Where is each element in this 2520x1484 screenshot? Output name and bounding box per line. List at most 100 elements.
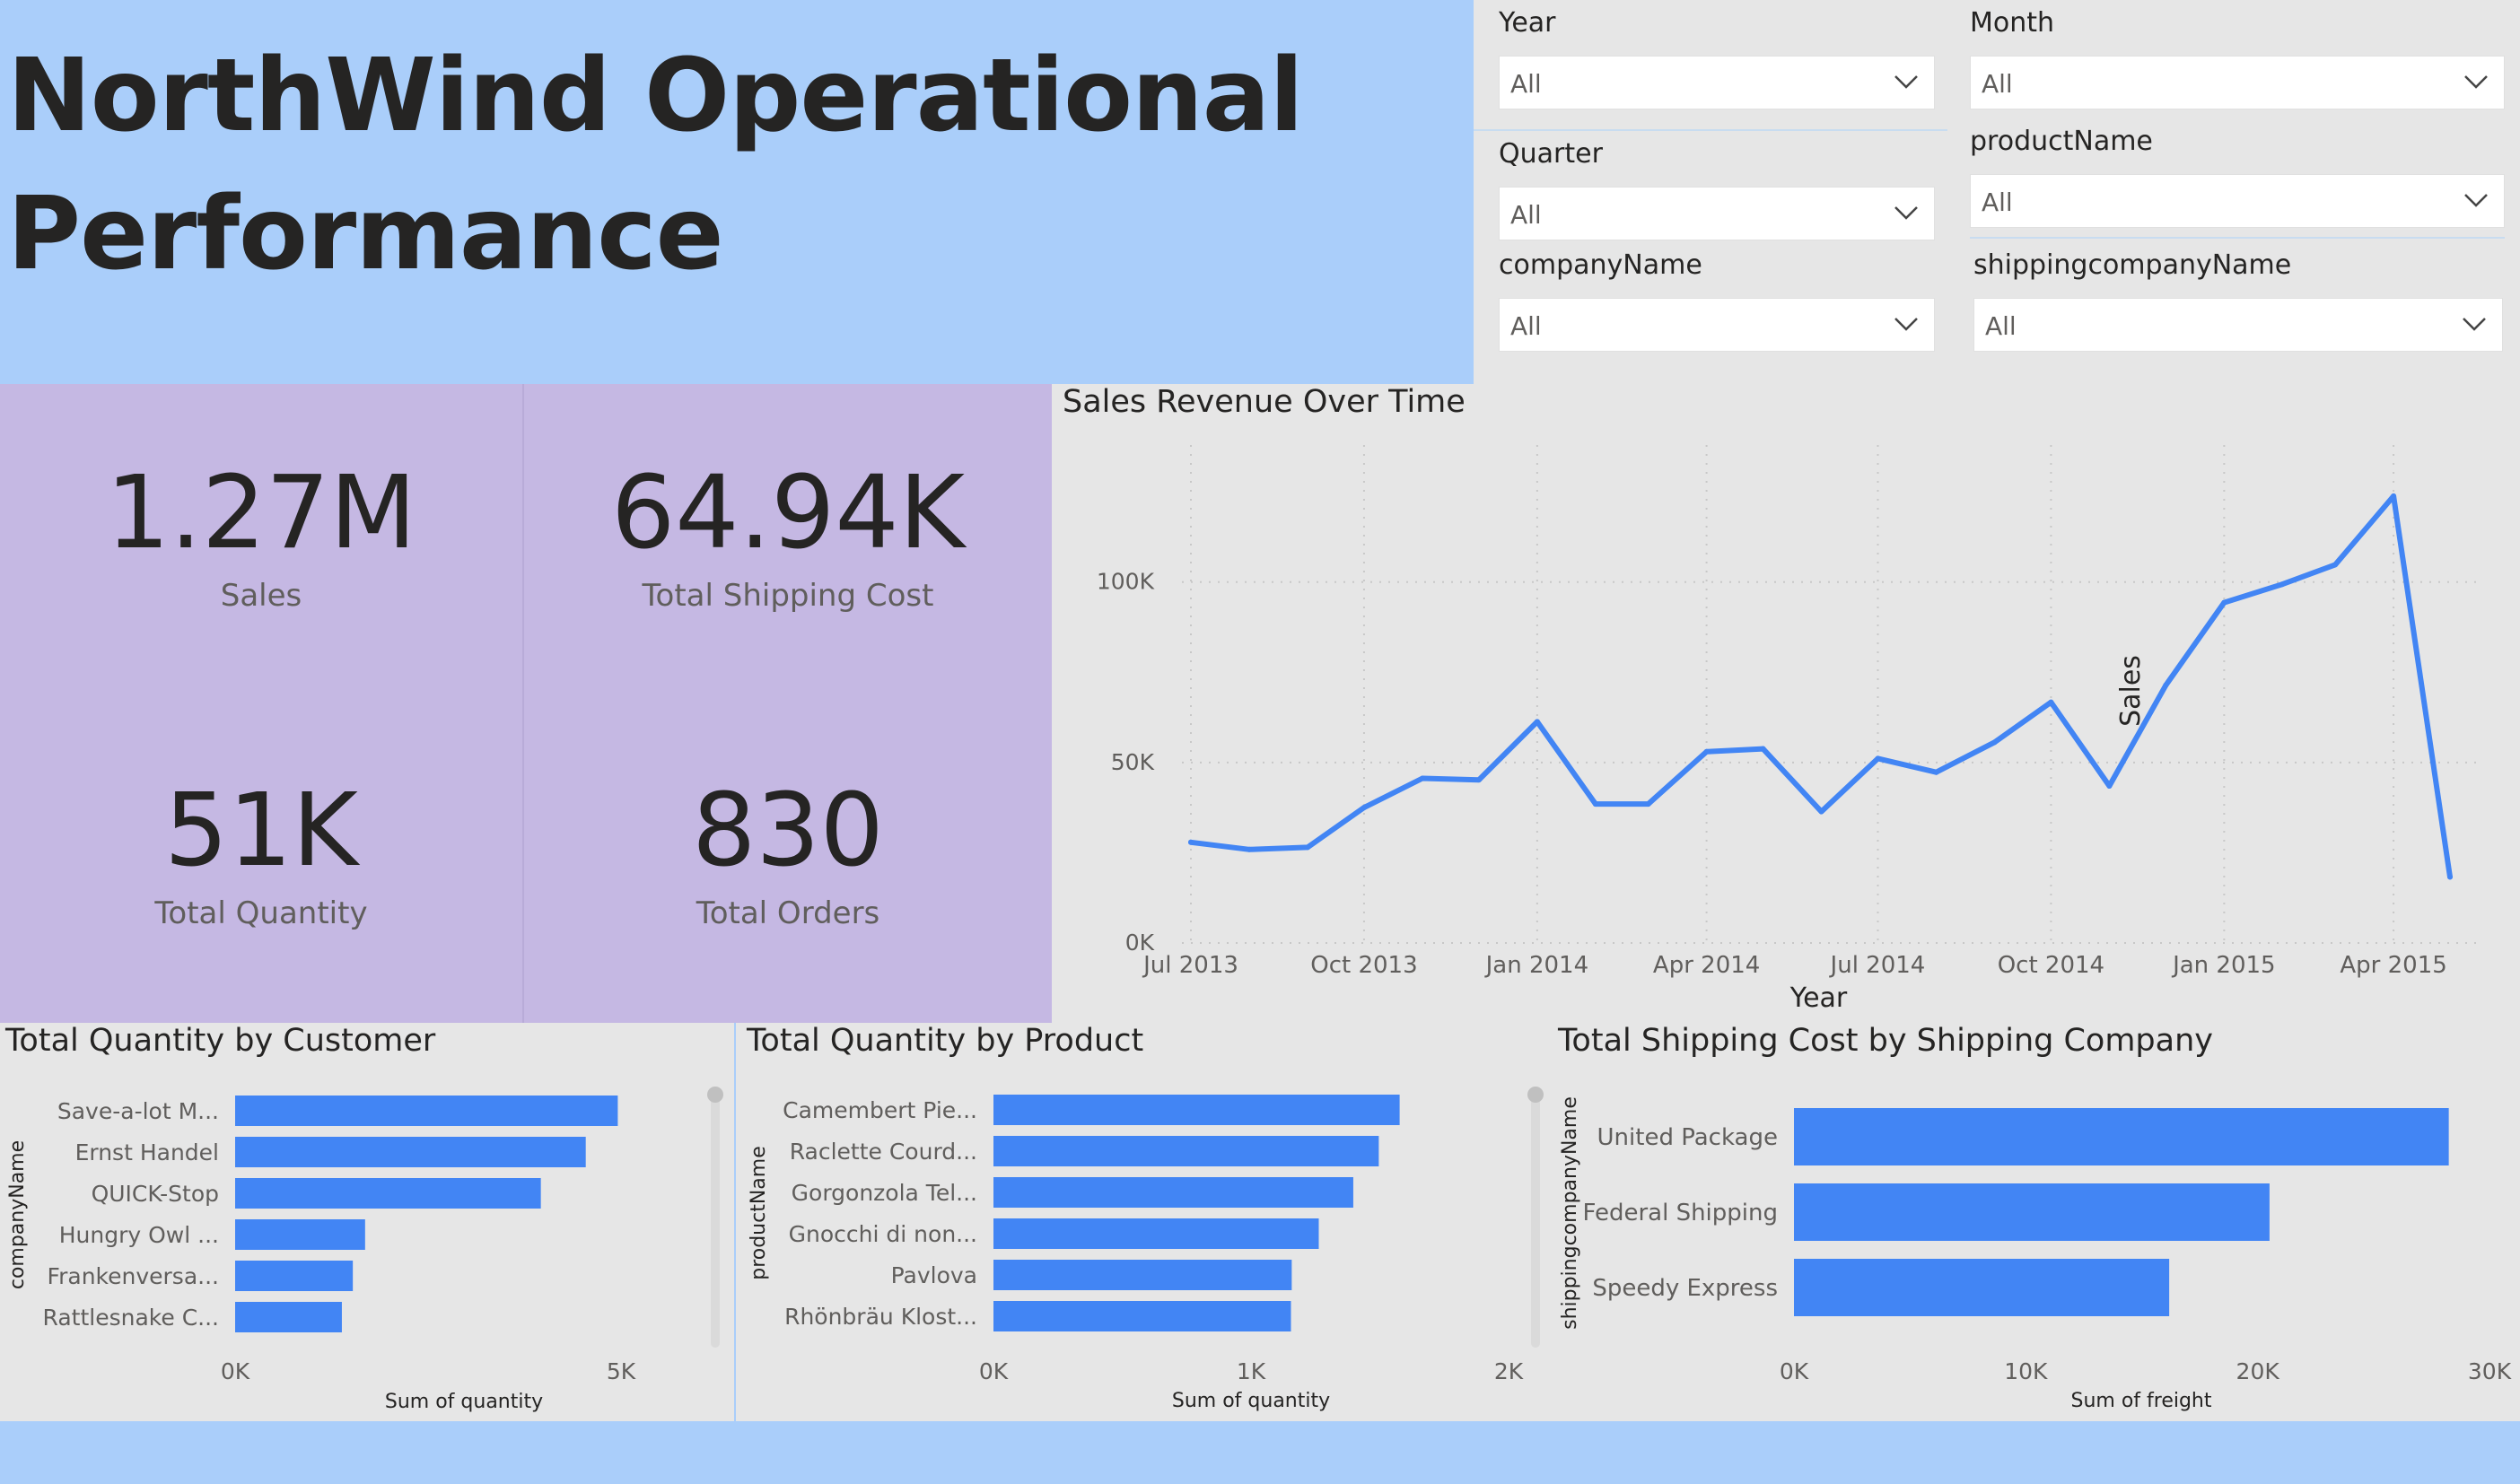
year-dropdown[interactable]: All xyxy=(1499,56,1935,109)
quarter-dropdown[interactable]: All xyxy=(1499,187,1935,240)
header-banner: NorthWind Operational Performance xyxy=(0,0,1472,384)
x-tick-label: Apr 2014 xyxy=(1653,952,1760,979)
data-point xyxy=(1305,844,1311,851)
chevron-down-icon xyxy=(2464,194,2488,207)
chevron-down-icon xyxy=(1894,206,1918,220)
bar xyxy=(1794,1183,2270,1241)
quantity-by-product-panel: Total Quantity by Product Camembert Pie.… xyxy=(736,1023,1544,1421)
data-point xyxy=(1933,769,1939,775)
shipping-company-name-dropdown[interactable]: All xyxy=(1973,298,2503,352)
x-axis-title: Sum of quantity xyxy=(385,1391,543,1413)
dropdown-value: All xyxy=(1982,69,2013,99)
x-tick-label: 1K xyxy=(1237,1358,1266,1384)
kpi-value: 64.94K xyxy=(610,455,966,572)
customer-bar-chart: Save-a-lot M... Ernst Handel QUICK-Stop Hun… xyxy=(6,1087,723,1413)
slicer-divider xyxy=(1474,129,1947,131)
scrollbar-thumb xyxy=(1527,1087,1544,1103)
category-label: Speedy Express xyxy=(1592,1275,1778,1302)
x-tick-label: 10K xyxy=(2004,1358,2048,1384)
slicer-label: productName xyxy=(1970,126,2153,157)
x-tick-label: Jul 2013 xyxy=(1142,952,1238,979)
scrollbar-thumb xyxy=(707,1087,723,1103)
x-tick-label: Jan 2015 xyxy=(2171,952,2276,979)
sales-series-line xyxy=(1188,493,2453,880)
kpi-value: 830 xyxy=(692,773,884,889)
month-dropdown[interactable]: All xyxy=(1970,56,2505,109)
y-axis-title: Sales xyxy=(2115,655,2147,727)
category-label: Federal Shipping xyxy=(1582,1200,1778,1226)
data-point xyxy=(2332,562,2339,568)
slicer-label: Quarter xyxy=(1499,138,1603,170)
category-label: Gnocchi di non... xyxy=(789,1221,977,1247)
chevron-down-icon xyxy=(2463,318,2486,331)
scrollbar-track xyxy=(711,1087,720,1348)
y-axis-title: companyName xyxy=(6,1140,29,1289)
bar xyxy=(235,1137,586,1167)
bar xyxy=(235,1219,365,1250)
dropdown-value: All xyxy=(1985,311,2017,341)
chevron-down-icon xyxy=(1894,318,1918,331)
bar xyxy=(993,1301,1291,1331)
slicer-label: shippingcompanyName xyxy=(1973,249,2292,281)
category-label: Gorgonzola Tel... xyxy=(792,1180,977,1206)
dropdown-value: All xyxy=(1982,188,2013,217)
dropdown-value: All xyxy=(1510,200,1542,230)
chart-title: Sales Revenue Over Time xyxy=(1063,384,1466,420)
x-tick-label: 0K xyxy=(979,1358,1009,1384)
slicer-label: Month xyxy=(1970,7,2055,39)
category-label: Raclette Courd... xyxy=(790,1139,977,1165)
x-tick-label: Apr 2015 xyxy=(2340,952,2446,979)
category-label: Hungry Owl ... xyxy=(59,1222,219,1248)
kpi-card-shipping-cost: 64.94K Total Shipping Cost xyxy=(524,459,1052,615)
bar xyxy=(993,1136,1379,1166)
chevron-down-icon xyxy=(1894,75,1918,89)
category-label: QUICK-Stop xyxy=(92,1181,219,1207)
chevron-down-icon xyxy=(2464,75,2488,89)
bar xyxy=(1794,1108,2449,1165)
product-bar-chart: Camembert Pie... Raclette Courd... Gorgonz… xyxy=(748,1087,1544,1412)
data-point xyxy=(2221,599,2227,606)
y-tick-label: 100K xyxy=(1097,569,1155,595)
kpi-label: Total Quantity xyxy=(154,895,368,931)
category-label: Rattlesnake C... xyxy=(43,1305,219,1331)
slicer-label: Year xyxy=(1499,7,1556,39)
shipping-cost-panel: Total Shipping Cost by Shipping Company … xyxy=(1544,1023,2520,1421)
kpi-card-orders: 830 Total Orders xyxy=(524,777,1052,933)
kpi-label: Total Shipping Cost xyxy=(642,578,934,614)
y-axis-title: productName xyxy=(748,1146,770,1280)
bar xyxy=(235,1096,618,1126)
x-axis-title: Sum of quantity xyxy=(1172,1390,1330,1412)
bar xyxy=(1794,1259,2170,1316)
bar xyxy=(235,1261,354,1291)
data-point xyxy=(1475,777,1482,783)
dropdown-value: All xyxy=(1510,69,1542,99)
data-point xyxy=(1247,846,1253,852)
kpi-card-sales: 1.27M Sales xyxy=(0,459,522,615)
quantity-by-customer-panel: Total Quantity by Customer Save-a-lot M.… xyxy=(0,1023,734,1421)
category-label: Save-a-lot M... xyxy=(57,1098,219,1124)
category-label: Frankenversa... xyxy=(48,1263,219,1289)
sales-over-time-panel: Sales Revenue Over Time 0K 50K 100K Jul 201… xyxy=(1052,384,2520,1023)
kpi-value: 1.27M xyxy=(105,455,416,572)
data-point xyxy=(1760,746,1766,752)
kpi-panel xyxy=(0,384,1052,1023)
kpi-card-quantity: 51K Total Quantity xyxy=(0,777,522,933)
kpi-label: Sales xyxy=(220,578,302,614)
kpi-divider xyxy=(522,384,524,1023)
footer-band xyxy=(0,1421,2520,1484)
chart-title: Total Quantity by Product xyxy=(747,1023,1144,1059)
x-axis-title: Sum of freight xyxy=(2070,1390,2211,1412)
filter-panel: Year All Month All Quarter All productNa… xyxy=(1474,0,2520,384)
data-point xyxy=(1419,775,1425,781)
company-name-dropdown[interactable]: All xyxy=(1499,298,1935,352)
x-tick-label: 30K xyxy=(2468,1358,2512,1384)
sales-line-chart: 0K 50K 100K Jul 2013 Oct 2013 Jan 2014 Apr 201… xyxy=(1097,445,2477,1014)
page-title: NorthWind Operational Performance xyxy=(7,27,1304,303)
product-name-dropdown[interactable]: All xyxy=(1970,174,2505,228)
data-point xyxy=(1645,801,1651,807)
slicer-divider xyxy=(1970,237,2505,239)
category-label: Pavlova xyxy=(891,1262,977,1288)
chart-title: Total Quantity by Customer xyxy=(5,1023,436,1059)
data-point xyxy=(1361,805,1367,811)
kpi-label: Total Orders xyxy=(696,895,880,931)
